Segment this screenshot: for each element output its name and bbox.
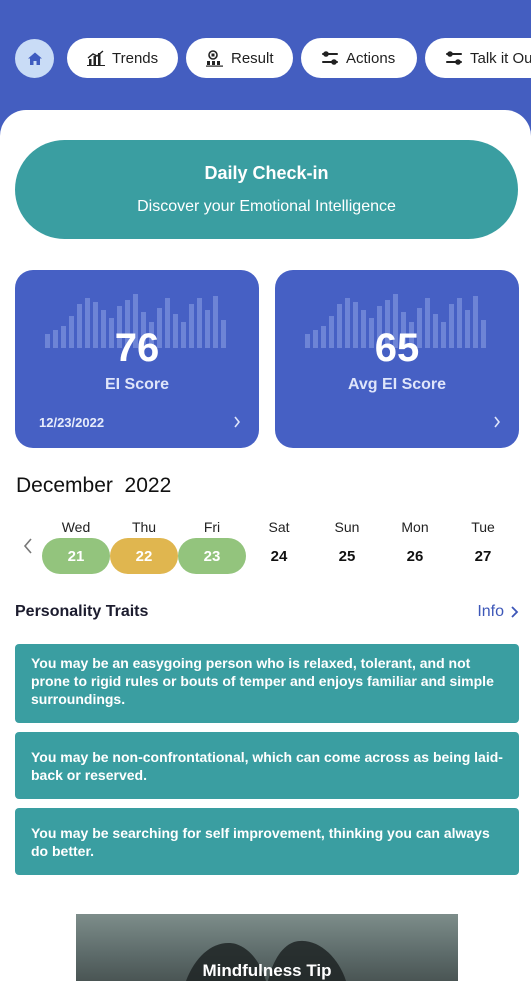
nav-trends-button[interactable]: Trends (67, 38, 178, 78)
home-button[interactable] (15, 39, 54, 78)
trait-text: You may be an easygoing person who is re… (31, 655, 494, 707)
trait-card: You may be an easygoing person who is re… (15, 644, 519, 723)
nav-actions-button[interactable]: Actions (301, 38, 417, 78)
avg-ei-score-card[interactable]: 65 Avg EI Score (275, 270, 519, 448)
nav-bar: Trends Result Actions Talk it Out (0, 38, 531, 78)
hands-image-icon (186, 940, 346, 981)
day-22[interactable]: 22 (110, 538, 178, 574)
nav-result-button[interactable]: Result (186, 38, 293, 78)
result-icon (206, 49, 223, 67)
ei-score-value: 76 (114, 326, 160, 370)
day-name: Wed (61, 519, 91, 535)
ei-score-card[interactable]: 76 EI Score 12/23/2022 (15, 270, 259, 448)
calendar-month-year: December 2022 (16, 474, 171, 498)
sliders-icon (446, 51, 462, 65)
calendar-year: 2022 (124, 474, 172, 497)
calendar-month: December (16, 474, 113, 497)
mindfulness-tip-card[interactable]: Mindfulness Tip (76, 914, 458, 981)
nav-talk-it-out-label: Talk it Out (470, 49, 531, 67)
bar-chart-icon (87, 50, 105, 66)
day-name: Thu (131, 519, 157, 535)
decorative-bars-icon (45, 294, 226, 348)
day-21[interactable]: 21 (42, 538, 110, 574)
personality-traits-title: Personality Traits (15, 603, 149, 620)
avg-ei-score-label: Avg EI Score (347, 376, 447, 393)
trait-text: You may be non-confrontational, which ca… (31, 749, 503, 783)
nav-trends-label: Trends (112, 49, 159, 67)
ei-score-date: 12/23/2022 (39, 415, 105, 430)
home-icon (27, 52, 42, 65)
checkin-title: Daily Check-in (204, 163, 329, 183)
trait-card: You may be searching for self improvemen… (15, 808, 519, 875)
trait-text: You may be searching for self improvemen… (31, 825, 490, 859)
chevron-right-icon (234, 416, 241, 428)
day-name: Fri (203, 519, 221, 535)
sliders-icon (322, 51, 338, 65)
mindfulness-tip-title: Mindfulness Tip (202, 961, 332, 980)
checkin-subtitle: Discover your Emotional Intelligence (137, 198, 396, 215)
nav-result-label: Result (231, 49, 274, 67)
day-23[interactable]: 23 (178, 538, 246, 574)
nav-actions-label: Actions (346, 49, 396, 67)
daily-checkin-button[interactable]: Daily Check-in Discover your Emotional I… (15, 140, 518, 239)
trait-card: You may be non-confrontational, which ca… (15, 732, 519, 799)
day-25[interactable]: 25 (338, 547, 356, 565)
chevron-left-icon[interactable] (22, 537, 34, 555)
day-name: Mon (401, 519, 429, 535)
day-27[interactable]: 27 (474, 547, 492, 565)
day-26[interactable]: 26 (406, 547, 424, 565)
day-name: Tue (471, 519, 495, 535)
day-24[interactable]: 24 (270, 547, 288, 565)
day-name: Sat (268, 519, 290, 535)
nav-talk-it-out-button[interactable]: Talk it Out (425, 38, 531, 78)
avg-ei-score-value: 65 (374, 326, 420, 370)
info-link[interactable]: Info (477, 603, 519, 621)
ei-score-label: EI Score (104, 376, 170, 393)
chevron-right-icon (511, 606, 519, 618)
decorative-bars-icon (305, 294, 486, 348)
info-label: Info (477, 603, 504, 620)
day-name: Sun (334, 519, 360, 535)
chevron-right-icon (494, 416, 501, 428)
